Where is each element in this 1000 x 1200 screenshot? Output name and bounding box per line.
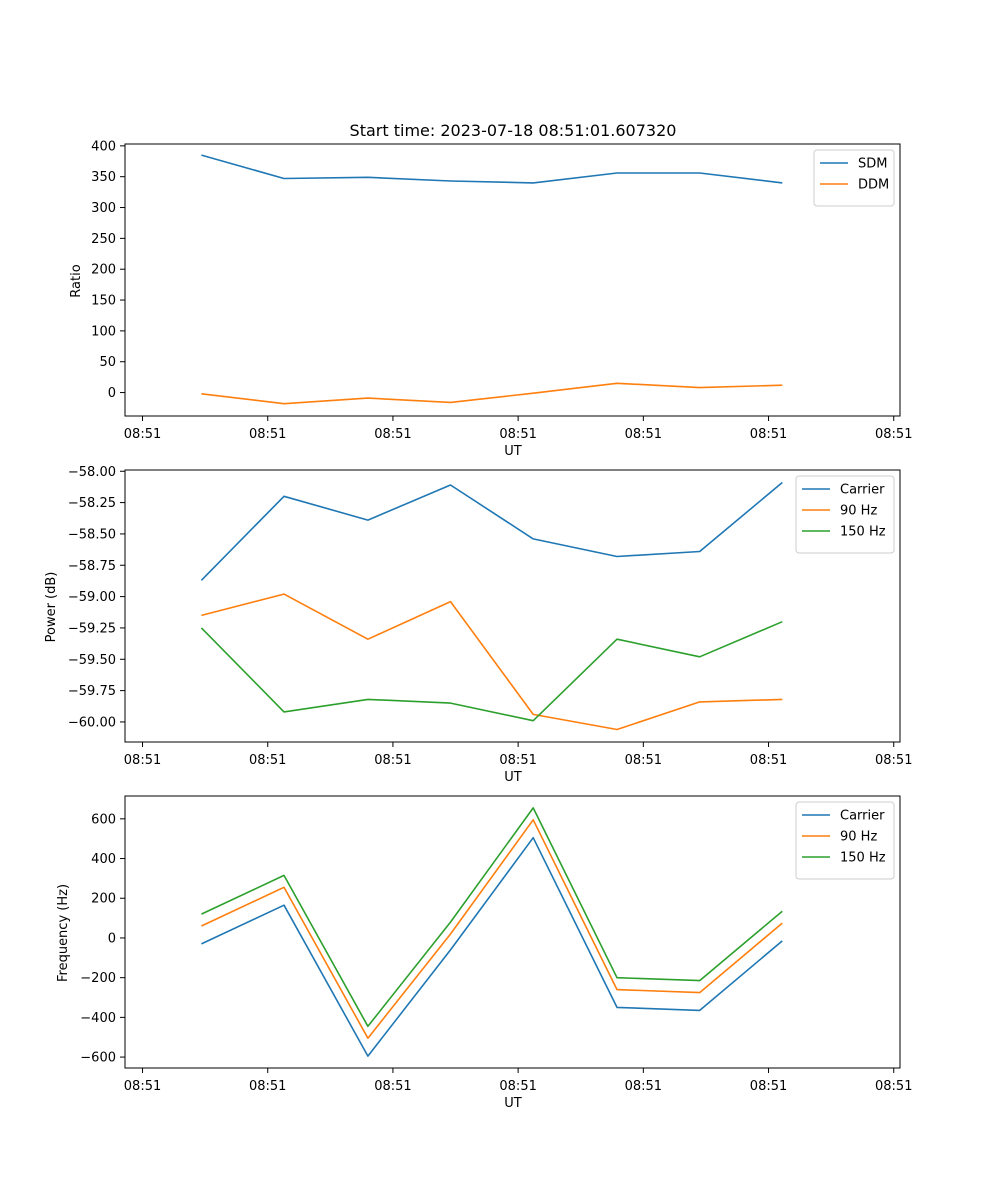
frequency-series-150-hz-line	[201, 807, 783, 1028]
frequency-y-tick-label: 200	[91, 892, 116, 907]
frequency-panel: Frequency (Hz) UT 08:51 08:51 08:51 08:51 08…	[56, 795, 912, 1111]
frequency-panel-ylabel: Frequency (Hz)	[56, 884, 71, 982]
frequency-legend-label-150-hz: 150 Hz	[840, 851, 886, 866]
ratio-x-tick-label: 08:51	[124, 427, 161, 442]
power-series-150-hz-line	[200, 620, 783, 722]
power-x-tick-label: 08:51	[374, 753, 411, 768]
power-x-tick-label: 08:51	[249, 753, 286, 768]
ratio-panel-xlabel: UT	[504, 444, 522, 459]
ratio-legend	[813, 149, 895, 207]
ratio-y-tick-label: 300	[91, 201, 116, 216]
frequency-x-tick-label: 08:51	[625, 1079, 662, 1094]
ratio-x-tick-label: 08:51	[750, 427, 787, 442]
frequency-x-tick-label: 08:51	[249, 1079, 286, 1094]
frequency-y-tick-label: −600	[80, 1051, 116, 1066]
ratio-y-tick-label: 100	[91, 324, 116, 339]
power-y-tick-label: −58.25	[68, 496, 116, 511]
power-y-tick-label: −60.00	[68, 715, 116, 730]
frequency-y-tick-label: −400	[80, 1011, 116, 1026]
frequency-x-tick-label: 08:51	[374, 1079, 411, 1094]
power-y-tick-label: −59.25	[68, 621, 116, 636]
power-panel-ylabel: Power (dB)	[44, 572, 59, 643]
frequency-legend-label-carrier: Carrier	[840, 809, 885, 824]
power-y-tick-label: −58.50	[68, 527, 116, 542]
ratio-x-tick-label: 08:51	[499, 427, 536, 442]
frequency-x-tick-label: 08:51	[124, 1079, 161, 1094]
ratio-panel: Ratio UT 08:51 08:51 08:51 08:51 08:51 08:51 0…	[69, 139, 912, 459]
ratio-y-tick-label: 50	[99, 355, 116, 370]
frequency-panel-xlabel: UT	[504, 1096, 522, 1111]
power-series-90-hz-line	[201, 593, 783, 731]
frequency-x-tick-label: 08:51	[875, 1079, 912, 1094]
power-y-tick-label: −58.75	[68, 559, 116, 574]
frequency-series-90-hz-line	[201, 818, 783, 1039]
power-y-tick-label: −59.50	[68, 653, 116, 668]
power-y-tick-label: −59.00	[68, 590, 116, 605]
ratio-x-tick-label: 08:51	[625, 427, 662, 442]
power-panel: Power (dB) UT 08:51 08:51 08:51 08:51 08:51 0…	[44, 465, 912, 785]
power-y-tick-label: −58.00	[68, 465, 116, 480]
ratio-y-tick-label: 200	[91, 263, 116, 278]
ratio-panel-ylabel: Ratio	[69, 264, 84, 297]
ratio-y-tick-label: 250	[91, 232, 116, 247]
power-legend-label-150-hz: 150 Hz	[840, 525, 886, 540]
ratio-axes-frame	[124, 143, 901, 417]
power-x-tick-label: 08:51	[124, 753, 161, 768]
power-legend-label-90-hz: 90 Hz	[840, 504, 877, 519]
ratio-legend-label-sdm: SDM	[858, 157, 887, 172]
frequency-x-tick-label: 08:51	[499, 1079, 536, 1094]
frequency-legend	[795, 801, 895, 880]
ratio-series-ddm-line	[201, 382, 783, 405]
power-x-tick-label: 08:51	[625, 753, 662, 768]
ratio-x-tick-label: 08:51	[249, 427, 286, 442]
power-legend-label-carrier: Carrier	[840, 483, 885, 498]
frequency-y-tick-label: −200	[80, 971, 116, 986]
power-x-tick-label: 08:51	[750, 753, 787, 768]
frequency-x-tick-label: 08:51	[750, 1079, 787, 1094]
power-x-tick-label: 08:51	[875, 753, 912, 768]
ratio-series-sdm-line	[201, 154, 783, 184]
ratio-x-tick-label: 08:51	[875, 427, 912, 442]
ratio-x-tick-label: 08:51	[374, 427, 411, 442]
power-x-tick-label: 08:51	[499, 753, 536, 768]
ratio-y-tick-label: 150	[91, 294, 116, 309]
power-legend	[795, 475, 895, 554]
frequency-legend-label-90-hz: 90 Hz	[840, 830, 877, 845]
ratio-legend-label-ddm: DDM	[858, 178, 889, 193]
frequency-y-tick-label: 0	[108, 931, 116, 946]
power-panel-xlabel: UT	[504, 770, 522, 785]
ratio-y-tick-label: 350	[91, 170, 116, 185]
power-series-carrier-line	[200, 481, 783, 581]
ratio-y-tick-label: 400	[91, 139, 116, 154]
frequency-y-tick-label: 600	[91, 812, 116, 827]
chart-title: Start time: 2023-07-18 08:51:01.607320	[350, 121, 677, 140]
frequency-axes-frame	[124, 795, 901, 1069]
power-axes-frame	[124, 469, 901, 743]
power-y-tick-label: −59.75	[68, 684, 116, 699]
frequency-series-carrier-line	[201, 836, 783, 1057]
ratio-y-tick-label: 0	[108, 386, 116, 401]
frequency-y-tick-label: 400	[91, 852, 116, 867]
